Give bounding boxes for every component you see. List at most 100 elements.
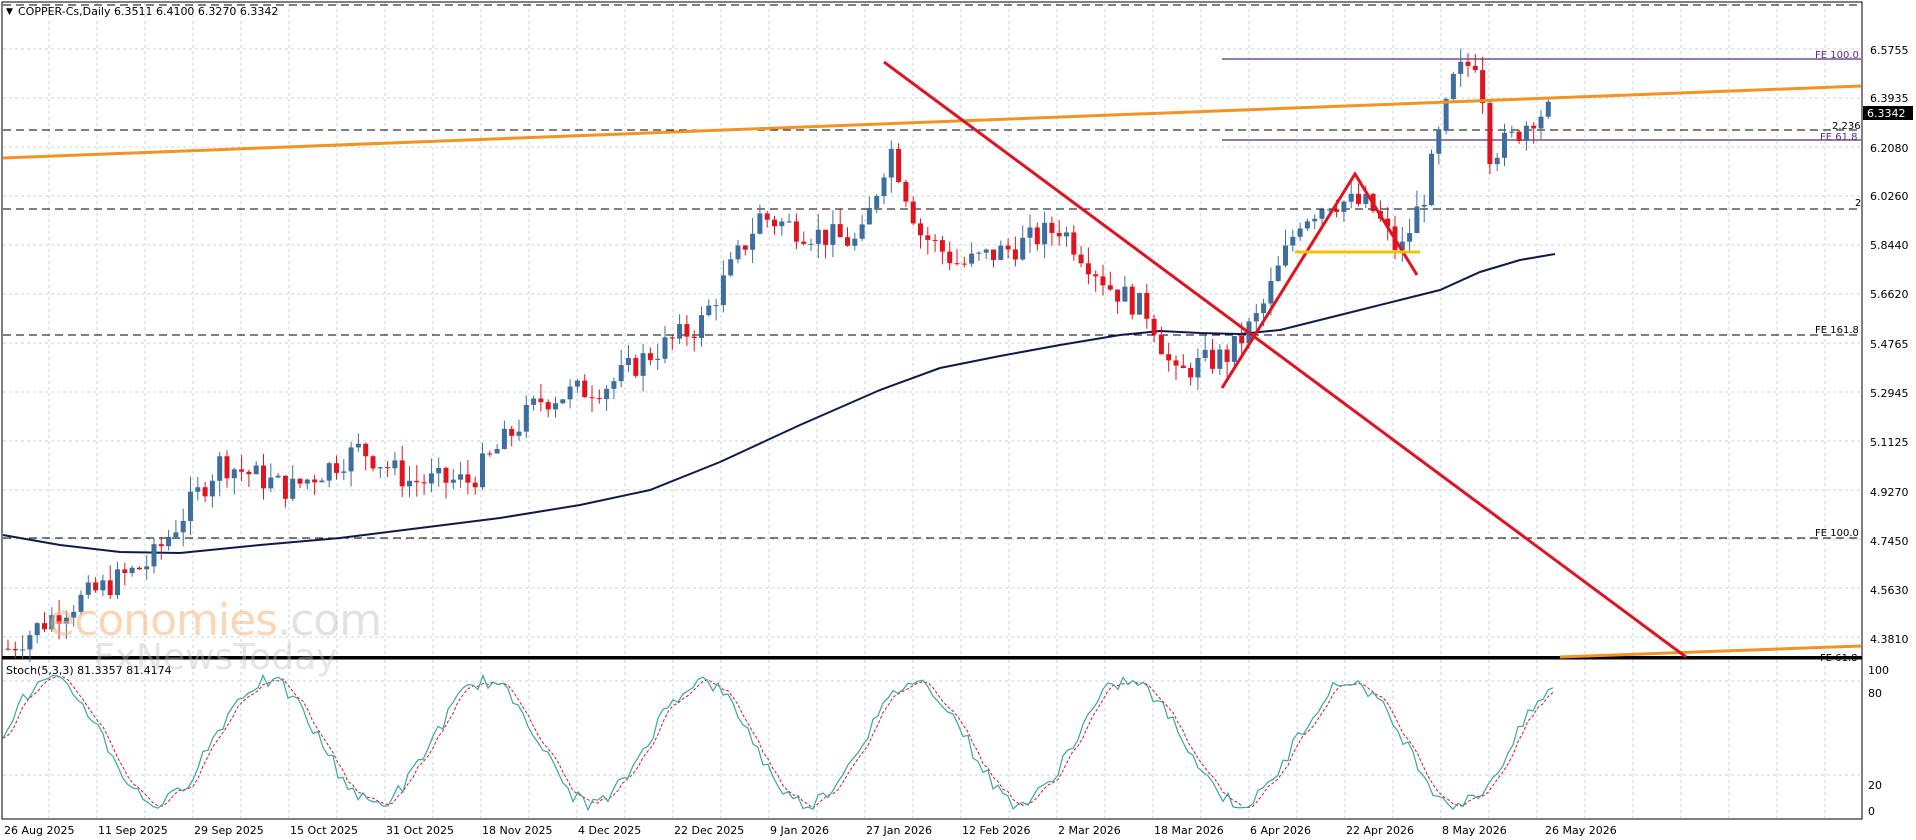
candle-body <box>297 478 303 484</box>
candle-body <box>42 623 47 630</box>
candle-body <box>779 221 785 227</box>
stoch-plot-frame[interactable] <box>1 658 1863 820</box>
candle-body <box>677 324 683 339</box>
candle-body <box>1443 98 1449 131</box>
price-tick: 5.1125 <box>1870 436 1909 449</box>
candle-body <box>5 648 11 650</box>
candle-body <box>742 245 748 250</box>
time-tick: 6 Apr 2026 <box>1250 824 1311 837</box>
candle-body <box>859 224 865 239</box>
candle-body <box>1071 232 1077 255</box>
candle-body <box>1385 218 1391 227</box>
time-axis: 26 Aug 2025 11 Sep 2025 29 Sep 2025 15 O… <box>4 824 1617 837</box>
candle-body <box>341 471 347 473</box>
candle-body <box>764 213 770 220</box>
candle-body <box>772 219 777 227</box>
candle-body <box>202 487 208 497</box>
candle-body <box>217 456 223 481</box>
stoch-tick: 0 <box>1868 805 1875 818</box>
candle-body <box>436 467 442 474</box>
candle-body <box>640 353 646 376</box>
candle-body <box>407 480 412 487</box>
candle-body <box>1472 65 1478 71</box>
candle-body <box>1268 281 1274 304</box>
candle-body <box>1538 116 1544 129</box>
candle-body <box>27 635 33 650</box>
candle-body <box>699 315 704 339</box>
candle-body <box>458 474 464 480</box>
time-tick: 9 Jan 2026 <box>770 824 829 837</box>
candle-body <box>1020 237 1026 260</box>
candle-body <box>1166 354 1172 361</box>
candle-body <box>465 474 471 483</box>
candle-body <box>1064 232 1069 237</box>
candle-body <box>954 263 960 265</box>
candle-body <box>1144 293 1150 319</box>
time-tick: 15 Oct 2025 <box>290 824 358 837</box>
candle-body <box>282 475 288 499</box>
stoch-signal-line <box>2 676 1554 809</box>
candle-body <box>1188 367 1194 378</box>
time-tick: 18 Nov 2025 <box>482 824 552 837</box>
candle-body <box>1005 245 1011 250</box>
fe-100-low-label: FE 100.0 <box>1815 528 1859 539</box>
candle-body <box>523 404 529 432</box>
time-tick: 29 Sep 2025 <box>194 824 264 837</box>
candle-body <box>735 245 741 260</box>
candle-body <box>1304 221 1310 229</box>
candle-body <box>720 275 726 306</box>
candle-body <box>501 428 507 450</box>
candle-body <box>1231 336 1237 362</box>
candle-body <box>1509 131 1515 133</box>
candle-body <box>983 249 989 253</box>
candle-body <box>1158 334 1164 355</box>
candle-body <box>1275 265 1281 282</box>
candle-body <box>71 611 77 618</box>
candle-body <box>611 381 617 389</box>
candle-body <box>399 460 405 487</box>
candle-body <box>93 582 99 591</box>
candle-body <box>209 480 215 497</box>
candle-body <box>991 249 996 260</box>
price-tick: 6.0260 <box>1870 190 1909 203</box>
candle-body <box>188 491 193 521</box>
candle-body <box>1078 254 1084 264</box>
candle-body <box>115 569 120 596</box>
candle-body <box>1465 61 1471 66</box>
candle-body <box>545 402 551 410</box>
candle-body <box>290 478 296 499</box>
candle-body <box>1049 222 1055 233</box>
candle-body <box>1122 286 1128 302</box>
candle-body <box>355 443 361 448</box>
candle-body <box>1436 130 1442 154</box>
menu-triangle-icon[interactable]: ▼ <box>6 7 13 17</box>
candle-body <box>728 259 734 276</box>
fe-618-label: FE 61.8 <box>1820 132 1858 143</box>
candle-body <box>1545 101 1551 117</box>
candle-body <box>224 456 230 479</box>
candle-body <box>1107 285 1113 290</box>
candle-body <box>1429 153 1434 205</box>
candle-body <box>852 238 858 246</box>
candle-body <box>706 305 712 316</box>
candle-body <box>158 544 164 547</box>
candle-body <box>443 467 449 483</box>
candle-body <box>896 148 902 182</box>
candle-body <box>757 213 763 234</box>
candle-body <box>925 235 931 240</box>
candle-body <box>998 245 1004 260</box>
zigzag-line <box>1220 171 1419 389</box>
drawing-objects[interactable] <box>2 60 1862 659</box>
time-tick: 12 Feb 2026 <box>962 824 1030 837</box>
candle-body <box>1290 236 1296 246</box>
stoch-tick: 80 <box>1868 687 1882 700</box>
candle-body <box>961 263 967 265</box>
candle-body <box>472 482 478 488</box>
candle-body <box>1487 103 1493 165</box>
candle-body <box>1034 227 1040 245</box>
candle-body <box>1180 365 1186 368</box>
candle-body <box>392 460 398 469</box>
candle-body <box>647 353 653 360</box>
candle-body <box>100 580 106 591</box>
